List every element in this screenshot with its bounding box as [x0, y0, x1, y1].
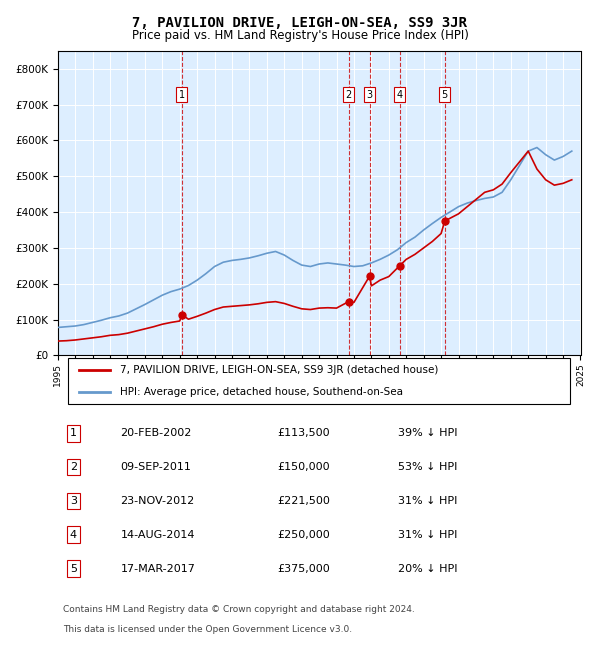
Text: 14-AUG-2014: 14-AUG-2014 [121, 530, 195, 540]
Text: 7, PAVILION DRIVE, LEIGH-ON-SEA, SS9 3JR: 7, PAVILION DRIVE, LEIGH-ON-SEA, SS9 3JR [133, 16, 467, 31]
Text: 1: 1 [179, 90, 185, 100]
Text: 4: 4 [70, 530, 77, 540]
Text: Contains HM Land Registry data © Crown copyright and database right 2024.: Contains HM Land Registry data © Crown c… [63, 604, 415, 614]
Text: £221,500: £221,500 [277, 496, 330, 506]
Text: Price paid vs. HM Land Registry's House Price Index (HPI): Price paid vs. HM Land Registry's House … [131, 29, 469, 42]
Text: 2: 2 [70, 462, 77, 472]
Text: 39% ↓ HPI: 39% ↓ HPI [398, 428, 457, 438]
Text: 23-NOV-2012: 23-NOV-2012 [121, 496, 195, 506]
Text: 53% ↓ HPI: 53% ↓ HPI [398, 462, 457, 472]
Text: 4: 4 [397, 90, 403, 100]
Text: 20% ↓ HPI: 20% ↓ HPI [398, 564, 457, 574]
Text: HPI: Average price, detached house, Southend-on-Sea: HPI: Average price, detached house, Sout… [121, 387, 403, 397]
Text: 09-SEP-2011: 09-SEP-2011 [121, 462, 191, 472]
Text: £375,000: £375,000 [277, 564, 330, 574]
Text: 20-FEB-2002: 20-FEB-2002 [121, 428, 192, 438]
FancyBboxPatch shape [68, 358, 570, 404]
Text: 3: 3 [70, 496, 77, 506]
Text: 31% ↓ HPI: 31% ↓ HPI [398, 530, 457, 540]
Text: 5: 5 [70, 564, 77, 574]
Text: 31% ↓ HPI: 31% ↓ HPI [398, 496, 457, 506]
Text: 1: 1 [70, 428, 77, 438]
Text: 2: 2 [346, 90, 352, 100]
Text: £150,000: £150,000 [277, 462, 330, 472]
Text: 17-MAR-2017: 17-MAR-2017 [121, 564, 196, 574]
Text: 5: 5 [442, 90, 448, 100]
Text: 3: 3 [367, 90, 373, 100]
Text: This data is licensed under the Open Government Licence v3.0.: This data is licensed under the Open Gov… [63, 625, 352, 634]
Text: 7, PAVILION DRIVE, LEIGH-ON-SEA, SS9 3JR (detached house): 7, PAVILION DRIVE, LEIGH-ON-SEA, SS9 3JR… [121, 365, 439, 374]
Text: £113,500: £113,500 [277, 428, 330, 438]
Text: £250,000: £250,000 [277, 530, 330, 540]
